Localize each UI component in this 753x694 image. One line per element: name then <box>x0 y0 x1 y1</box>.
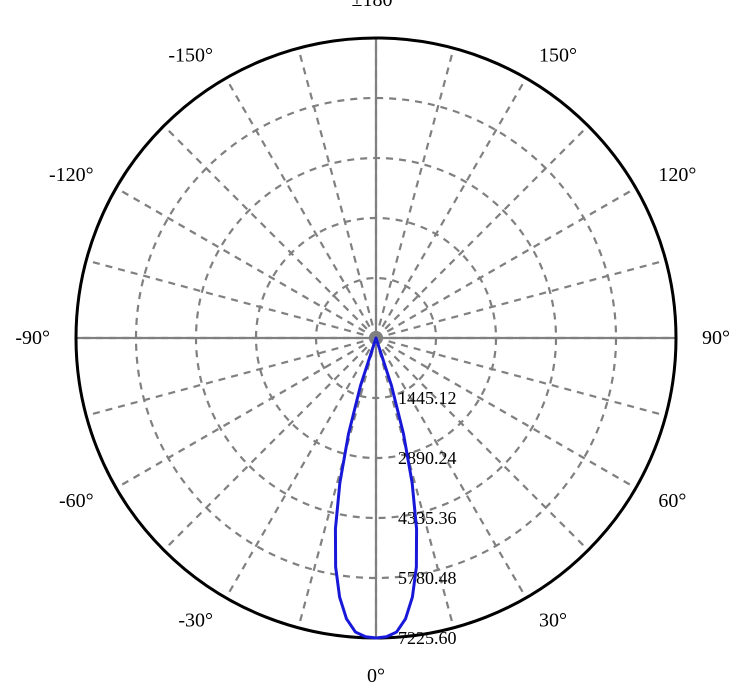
radial-tick-label: 4335.36 <box>398 508 457 528</box>
angle-label: -90° <box>15 327 50 349</box>
angle-label: 0° <box>367 665 385 687</box>
radial-tick-label: 5780.48 <box>398 568 457 588</box>
angle-label: -30° <box>178 609 213 631</box>
polar-chart: 1445.122890.244335.365780.487225.60±180°… <box>0 0 753 694</box>
angle-label: 120° <box>658 164 696 186</box>
angle-label: 60° <box>658 490 686 512</box>
angle-label: -150° <box>168 45 213 67</box>
radial-tick-label: 1445.12 <box>398 388 457 408</box>
angle-label: 30° <box>539 609 567 631</box>
angle-label: ±180° <box>352 0 401 11</box>
angle-label: 150° <box>539 45 577 67</box>
radial-tick-label: 7225.60 <box>398 628 457 648</box>
angle-label: -120° <box>49 164 94 186</box>
angle-label: 90° <box>702 327 730 349</box>
angle-label: -60° <box>59 490 94 512</box>
